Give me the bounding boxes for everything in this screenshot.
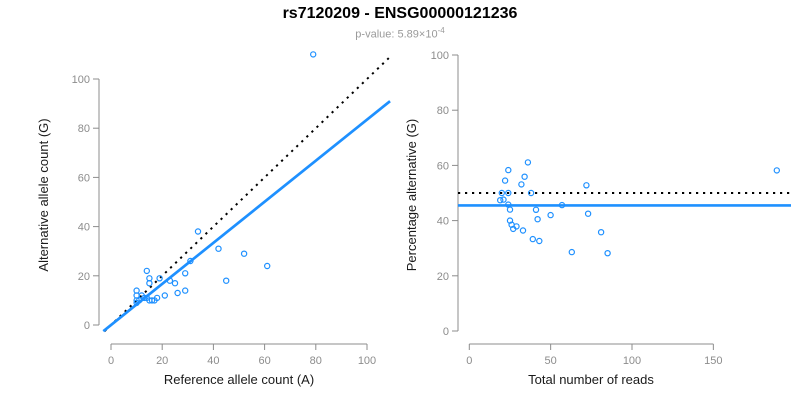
data-point (558, 201, 566, 209)
y-tick-label: 80 (78, 123, 90, 135)
data-point (166, 277, 174, 284)
x-tick-label: 80 (310, 355, 322, 367)
data-point (156, 275, 163, 282)
y-tick-label: 20 (437, 271, 449, 283)
y-tick-label: 40 (437, 216, 449, 228)
y-tick-label: 100 (431, 50, 449, 62)
x-tick-label: 150 (704, 355, 722, 367)
data-point (174, 289, 181, 297)
data-point (568, 248, 576, 256)
data-point (181, 270, 189, 277)
data-point (171, 280, 179, 287)
left-y-axis-label: Alternative allele count (G) (36, 118, 51, 272)
data-point (519, 227, 527, 234)
data-point (604, 249, 611, 257)
data-point (153, 294, 161, 302)
fit-line (102, 100, 391, 333)
plot-title: rs7120209 - ENSG00000121236 (282, 5, 518, 22)
y-tick-label: 20 (78, 271, 90, 283)
data-point (536, 237, 543, 245)
data-point (240, 250, 248, 257)
data-point (521, 173, 528, 180)
data-point (222, 277, 230, 284)
left-x-axis-label: Reference allele count (A) (163, 372, 315, 387)
data-point (187, 257, 194, 265)
data-point (181, 287, 189, 294)
data-point (584, 210, 592, 217)
data-point (524, 159, 532, 166)
data-point (133, 297, 140, 304)
y-tick-label: 60 (437, 160, 449, 172)
data-point (773, 167, 781, 174)
x-tick-label: 40 (207, 355, 219, 367)
data-point (501, 177, 509, 184)
y-tick-label: 60 (78, 172, 90, 184)
right-scatter-panel: 0 20 40 60 80 100 0 50 100 150 (431, 50, 791, 367)
data-point (518, 181, 525, 188)
data-point (498, 189, 505, 197)
data-point (527, 189, 535, 197)
data-point (505, 189, 512, 197)
data-point (505, 166, 512, 174)
y-tick-label: 0 (84, 320, 90, 332)
y-tick-label: 40 (78, 222, 90, 234)
data-point (513, 223, 520, 230)
data-point (133, 299, 140, 307)
data-point (583, 182, 590, 189)
data-point (597, 228, 605, 236)
data-point (500, 196, 507, 203)
y-tick-label: 0 (443, 326, 449, 338)
data-point (547, 211, 554, 219)
data-point (506, 206, 514, 213)
x-tick-label: 100 (623, 355, 641, 367)
x-tick-label: 50 (545, 355, 557, 367)
x-tick-label: 100 (358, 355, 376, 367)
data-point (310, 51, 317, 58)
data-point (148, 297, 156, 304)
data-point (143, 267, 150, 275)
data-point (532, 206, 540, 213)
data-point (146, 280, 153, 287)
right-x-axis-label: Total number of reads (528, 372, 654, 387)
data-point (161, 292, 168, 299)
x-tick-label: 0 (108, 355, 114, 367)
data-point (497, 196, 504, 204)
data-point (194, 228, 202, 235)
pvalue-text: p-value: 5.89×10 (355, 28, 438, 41)
x-tick-label: 60 (258, 355, 270, 367)
data-point (264, 262, 271, 270)
y-tick-label: 100 (72, 74, 90, 86)
data-point (529, 235, 537, 243)
left-scatter-panel: 0 20 40 60 80 100 0 20 40 60 80 100 (72, 51, 391, 367)
pvalue-exponent: -4 (437, 26, 445, 35)
x-tick-label: 0 (466, 355, 472, 367)
data-point (141, 294, 148, 302)
x-tick-label: 20 (156, 355, 168, 367)
data-point (534, 215, 541, 223)
data-point (215, 245, 222, 252)
y-tick-label: 80 (437, 105, 449, 117)
plot-subtitle: p-value: 5.89×10-4 (0, 26, 800, 41)
identity-line (103, 57, 390, 332)
right-y-axis-label: Percentage alternative (G) (404, 118, 419, 272)
